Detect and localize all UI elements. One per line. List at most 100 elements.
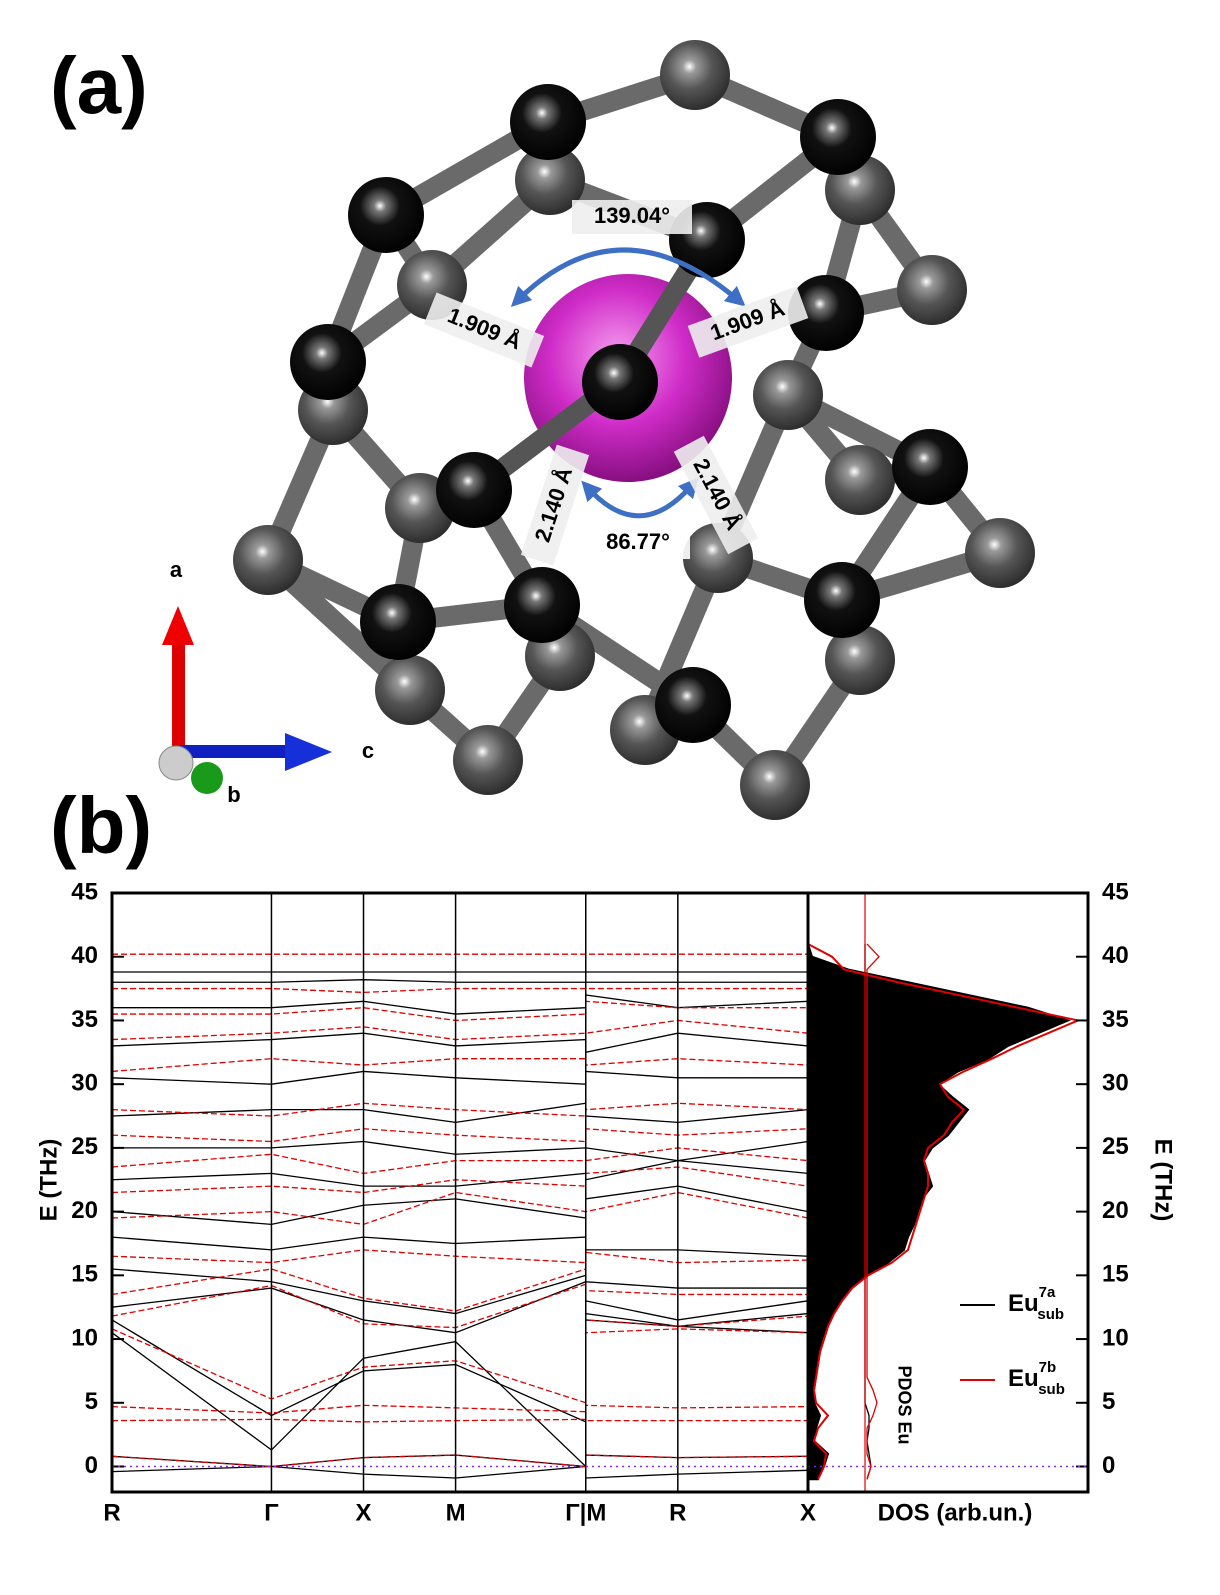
atom (804, 562, 880, 638)
axis-arrow (191, 762, 223, 794)
band (111, 1236, 809, 1257)
legend-subscript: sub (1038, 1381, 1065, 1398)
y2-tick-label: 45 (1102, 878, 1129, 905)
atom (897, 255, 967, 325)
legend-name: Eu (1008, 1290, 1039, 1317)
label-box (520, 444, 590, 566)
angle-arc (510, 247, 746, 307)
atom (453, 725, 523, 795)
atom (965, 518, 1035, 588)
legend-label: Eu7a sub (1008, 1284, 1064, 1323)
band (111, 1058, 809, 1073)
y-tick-label: 5 (85, 1388, 98, 1415)
legend-label: Eu7b sub (1008, 1359, 1065, 1398)
y2-tick-label: 30 (1102, 1070, 1129, 1097)
band (111, 1283, 809, 1329)
y2-tick-label: 40 (1102, 942, 1129, 969)
band (112, 994, 809, 1015)
atom (788, 275, 864, 351)
dos-curve (807, 943, 1082, 1480)
atom (510, 84, 586, 160)
y2-tick-label: 15 (1102, 1261, 1129, 1288)
axes-triad: a b c (158, 557, 374, 807)
atom (360, 584, 436, 660)
atom (825, 625, 895, 695)
x-axis-title: DOS (arb.un.) (878, 1499, 1033, 1526)
y2-tick-label: 10 (1102, 1324, 1129, 1351)
atom (515, 145, 585, 215)
y-tick-label: 15 (71, 1261, 98, 1288)
band (111, 1280, 809, 1334)
atom (375, 655, 445, 725)
y-tick-label: 25 (71, 1133, 98, 1160)
atom (348, 177, 424, 253)
atom (753, 360, 823, 430)
band (111, 1404, 809, 1414)
label-box (586, 527, 690, 559)
legend-subscript: sub (1037, 1306, 1064, 1323)
x-tick-label: M (446, 1499, 466, 1526)
y-tick-label: 35 (71, 1006, 98, 1033)
panel-label: (b) (50, 781, 152, 870)
axis-label: b (227, 782, 240, 807)
y2-tick-label: 35 (1102, 1006, 1129, 1033)
y-tick-label: 45 (71, 878, 98, 905)
atom (740, 750, 810, 820)
y-tick-label: 40 (71, 942, 98, 969)
axis-label: c (362, 738, 374, 763)
atom (660, 40, 730, 110)
y-tick-label: 0 (85, 1452, 98, 1479)
band (111, 1128, 809, 1143)
label-box (423, 292, 545, 368)
band (111, 1032, 809, 1054)
band (111, 1268, 808, 1312)
band (111, 1185, 809, 1226)
band (111, 1312, 809, 1423)
atom (892, 429, 968, 505)
crystal-structure (233, 40, 1035, 820)
panel-label: (a) (50, 41, 148, 130)
y2-tick-label: 5 (1102, 1388, 1115, 1415)
atom (582, 344, 658, 420)
y2-tick-label: 20 (1102, 1197, 1129, 1224)
band (111, 1102, 809, 1117)
label-box (687, 286, 809, 358)
x-tick-label: X (800, 1499, 816, 1526)
axis-arrow (285, 733, 332, 771)
band (111, 1465, 809, 1479)
y-tick-label: 30 (71, 1070, 98, 1097)
x-tick-label: Γ|M (565, 1499, 606, 1526)
origin-ball (158, 745, 194, 781)
axis-arrow (162, 606, 194, 645)
angle-label: 86.77° (606, 529, 670, 554)
label-box (572, 200, 692, 234)
y-axis-title: E (THz) (35, 1139, 62, 1222)
annotation: PDOS Eu (894, 1365, 914, 1444)
band (111, 1166, 809, 1194)
legend-name: Eu (1008, 1365, 1039, 1392)
band (112, 1000, 808, 1022)
x-tick-label: Γ (264, 1499, 279, 1526)
y2-tick-label: 0 (1102, 1452, 1115, 1479)
y-tick-label: 20 (71, 1197, 98, 1224)
atom (655, 667, 731, 743)
atom (825, 445, 895, 515)
atom (290, 324, 366, 400)
label-box (673, 435, 759, 555)
y2-axis-title: E (THz) (1150, 1139, 1177, 1222)
x-tick-label: X (356, 1499, 372, 1526)
x-tick-label: R (103, 1499, 120, 1526)
band (111, 1418, 808, 1423)
pdos-curve (866, 943, 880, 1480)
band (111, 1159, 809, 1187)
atom (233, 525, 303, 595)
y2-tick-label: 25 (1102, 1133, 1129, 1160)
band (111, 1454, 809, 1468)
axis-arrow (172, 640, 185, 752)
axis-arrow (180, 745, 290, 758)
atom (800, 99, 876, 175)
axis-label: a (170, 557, 183, 582)
